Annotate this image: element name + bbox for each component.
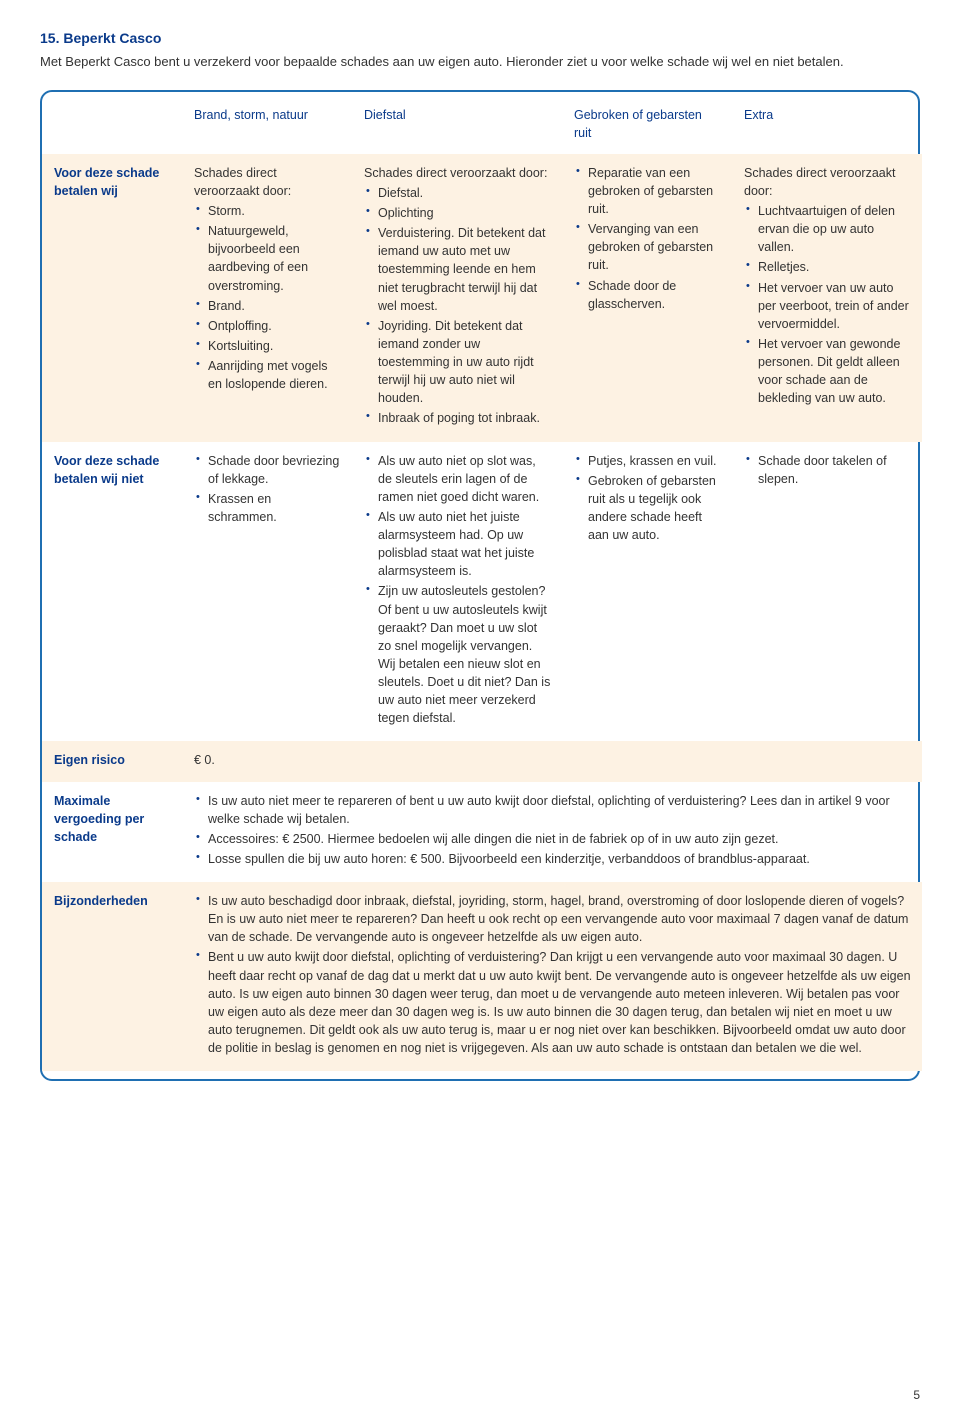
pay-cell-3: Reparatie van een gebroken of gebarsten … [562,154,732,442]
eigen-risico-value: € 0. [182,741,922,781]
list-item: Vervanging van een gebroken of gebarsten… [574,220,722,274]
coverage-table-wrap: Brand, storm, natuur Diefstal Gebroken o… [40,90,920,1082]
list-item: Schade door de glasscherven. [574,277,722,313]
table-header-row: Brand, storm, natuur Diefstal Gebroken o… [42,96,922,154]
list-item: Ontploffing. [194,317,342,335]
list-item: Natuurgeweld, bijvoorbeeld een aardbevin… [194,222,342,295]
list-item: Kortsluiting. [194,337,342,355]
header-col-2: Diefstal [352,96,562,154]
row-bijzonderheden: Bijzonderheden Is uw auto beschadigd doo… [42,882,922,1071]
header-col-4: Extra [732,96,922,154]
list-item: Als uw auto niet het juiste alarmsysteem… [364,508,552,581]
list-item: Diefstal. [364,184,552,202]
row-eigenrisico-label: Eigen risico [42,741,182,781]
list-item: Zijn uw autosleutels gestolen? Of bent u… [364,582,552,727]
row-eigen-risico: Eigen risico € 0. [42,741,922,781]
pay-cell-2: Schades direct veroorzaakt door: Diefsta… [352,154,562,442]
page-number: 5 [913,1388,920,1402]
row-nopay: Voor deze schade betalen wij niet Schade… [42,442,922,742]
nopay-cell-2: Als uw auto niet op slot was, de sleutel… [352,442,562,742]
pay-c1-lead: Schades direct veroorzaakt door: [194,164,342,200]
list-item: Brand. [194,297,342,315]
nopay-cell-4: Schade door takelen of slepen. [732,442,922,742]
bijz-list: Is uw auto beschadigd door inbraak, dief… [194,892,912,1057]
list-item: Schade door bevriezing of lekkage. [194,452,342,488]
nopay-c1-list: Schade door bevriezing of lekkage. Krass… [194,452,342,527]
list-item: Losse spullen die bij uw auto horen: € 5… [194,850,912,868]
nopay-c3-list: Putjes, krassen en vuil. Gebroken of geb… [574,452,722,545]
row-bijz-label: Bijzonderheden [42,882,182,1071]
pay-cell-4: Schades direct veroorzaakt door: Luchtva… [732,154,922,442]
list-item: Bent u uw auto kwijt door diefstal, opli… [194,948,912,1057]
page: 15. Beperkt Casco Met Beperkt Casco bent… [0,0,960,1418]
list-item: Storm. [194,202,342,220]
row-pay: Voor deze schade betalen wij Schades dir… [42,154,922,442]
row-nopay-label: Voor deze schade betalen wij niet [42,442,182,742]
list-item: Putjes, krassen en vuil. [574,452,722,470]
row-max-label: Maximale vergoeding per schade [42,782,182,883]
list-item: Het vervoer van uw auto per veerboot, tr… [744,279,912,333]
list-item: Als uw auto niet op slot was, de sleutel… [364,452,552,506]
max-cell: Is uw auto niet meer te repareren of ben… [182,782,922,883]
header-empty [42,96,182,154]
nopay-cell-1: Schade door bevriezing of lekkage. Krass… [182,442,352,742]
header-col-1: Brand, storm, natuur [182,96,352,154]
row-pay-label: Voor deze schade betalen wij [42,154,182,442]
bijz-cell: Is uw auto beschadigd door inbraak, dief… [182,882,922,1071]
list-item: Is uw auto beschadigd door inbraak, dief… [194,892,912,946]
list-item: Is uw auto niet meer te repareren of ben… [194,792,912,828]
pay-c4-list: Luchtvaartuigen of delen ervan die op uw… [744,202,912,407]
list-item: Accessoires: € 2500. Hiermee bedoelen wi… [194,830,912,848]
pay-c2-list: Diefstal. Oplichting Verduistering. Dit … [364,184,552,428]
list-item: Gebroken of gebarsten ruit als u tegelij… [574,472,722,545]
max-list: Is uw auto niet meer te repareren of ben… [194,792,912,869]
pay-c4-lead: Schades direct veroorzaakt door: [744,164,912,200]
list-item: Schade door takelen of slepen. [744,452,912,488]
list-item: Het vervoer van gewonde personen. Dit ge… [744,335,912,408]
list-item: Reparatie van een gebroken of gebarsten … [574,164,722,218]
list-item: Verduistering. Dit betekent dat iemand u… [364,224,552,315]
intro-text: Met Beperkt Casco bent u verzekerd voor … [40,52,920,72]
row-maximale-vergoeding: Maximale vergoeding per schade Is uw aut… [42,782,922,883]
pay-cell-1: Schades direct veroorzaakt door: Storm. … [182,154,352,442]
list-item: Relletjes. [744,258,912,276]
list-item: Joyriding. Dit betekent dat iemand zonde… [364,317,552,408]
pay-c1-list: Storm. Natuurgeweld, bijvoorbeeld een aa… [194,202,342,393]
nopay-cell-3: Putjes, krassen en vuil. Gebroken of geb… [562,442,732,742]
list-item: Krassen en schrammen. [194,490,342,526]
pay-c3-list: Reparatie van een gebroken of gebarsten … [574,164,722,313]
nopay-c4-list: Schade door takelen of slepen. [744,452,912,488]
list-item: Oplichting [364,204,552,222]
pay-c2-lead: Schades direct veroorzaakt door: [364,164,552,182]
header-col-3: Gebroken of gebarsten ruit [562,96,732,154]
list-item: Aanrijding met vogels en loslopende dier… [194,357,342,393]
list-item: Inbraak of poging tot inbraak. [364,409,552,427]
list-item: Luchtvaartuigen of delen ervan die op uw… [744,202,912,256]
coverage-table: Brand, storm, natuur Diefstal Gebroken o… [42,96,922,1072]
nopay-c2-list: Als uw auto niet op slot was, de sleutel… [364,452,552,728]
section-heading: 15. Beperkt Casco [40,30,920,46]
